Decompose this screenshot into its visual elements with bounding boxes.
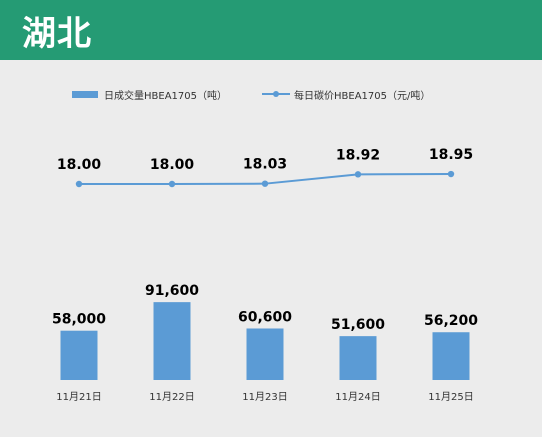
volume-bar: [432, 332, 470, 380]
volume-bar: [153, 302, 191, 380]
chart-legend: 日成交量HBEA1705（吨） 每日碳价HBEA1705（元/吨）: [0, 84, 542, 104]
volume-data-label: 58,000: [52, 312, 106, 328]
category-label: 11月24日: [335, 391, 380, 403]
legend-item-volume: 日成交量HBEA1705（吨）: [72, 84, 227, 104]
price-data-label: 18.00: [57, 157, 102, 173]
legend-line-swatch: [262, 89, 290, 99]
volume-data-label: 51,600: [331, 317, 385, 333]
volume-data-label: 56,200: [424, 313, 478, 329]
volume-bar: [339, 336, 377, 380]
volume-bar: [246, 328, 284, 380]
volume-data-label: 91,600: [145, 283, 199, 299]
price-point: [168, 180, 176, 188]
price-data-label: 18.03: [243, 157, 287, 173]
volume-bar: [60, 330, 98, 380]
legend-item-price: 每日碳价HBEA1705（元/吨）: [262, 84, 430, 104]
price-point: [75, 180, 83, 188]
legend-bar-swatch: [72, 90, 98, 98]
price-data-label: 18.92: [336, 147, 380, 163]
price-point: [447, 170, 455, 178]
price-point: [261, 180, 269, 187]
volume-data-label: 60,600: [238, 309, 292, 325]
category-label: 11月23日: [242, 391, 287, 403]
price-data-label: 18.00: [150, 157, 195, 173]
legend-label-price: 每日碳价HBEA1705（元/吨）: [294, 90, 431, 102]
title-banner: 湖北: [0, 0, 542, 60]
price-data-label: 18.95: [429, 147, 473, 163]
price-point: [354, 171, 362, 178]
category-label: 11月21日: [56, 391, 101, 403]
category-label: 11月22日: [149, 391, 194, 403]
category-label: 11月25日: [428, 391, 473, 403]
page-title: 湖北: [22, 14, 92, 54]
legend-label-volume: 日成交量HBEA1705（吨）: [104, 90, 227, 102]
